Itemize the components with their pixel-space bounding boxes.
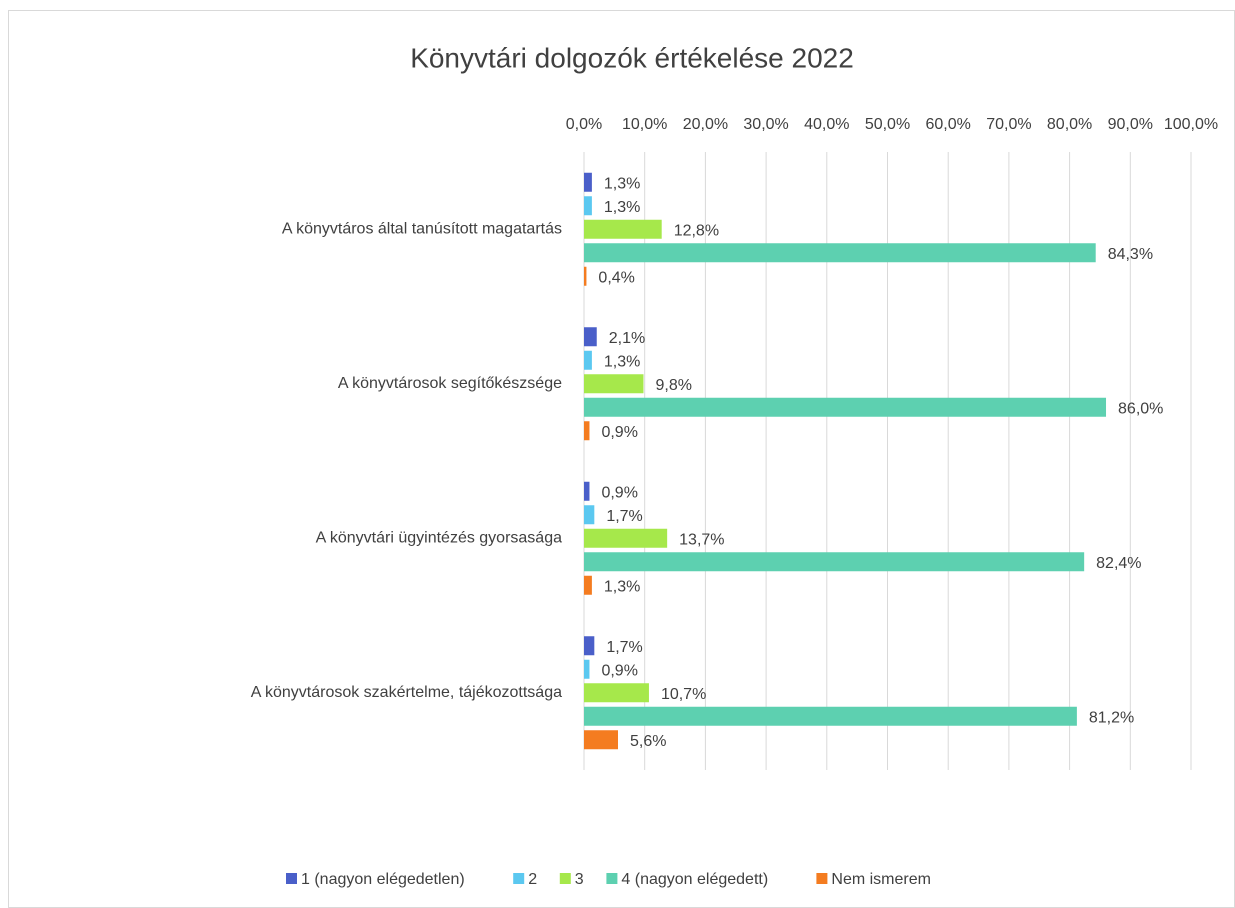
bar <box>584 481 590 501</box>
legend-swatch <box>816 873 828 884</box>
bar <box>584 528 668 548</box>
legend-label: Nem ismerem <box>831 871 931 888</box>
x-tick-label: 30,0% <box>743 116 788 133</box>
bar <box>584 196 592 216</box>
bar <box>584 683 649 703</box>
bar <box>584 706 1077 726</box>
bar <box>584 350 592 370</box>
bar <box>584 243 1096 263</box>
x-tick-label: 40,0% <box>804 116 849 133</box>
data-label: 0,9% <box>601 484 637 501</box>
legend-label: 4 (nagyon elégedett) <box>621 871 768 888</box>
legend-label: 1 (nagyon elégedetlen) <box>301 871 465 888</box>
x-tick-label: 10,0% <box>622 116 667 133</box>
category-label: A könyvtári ügyintézés gyorsasága <box>316 529 562 546</box>
data-label: 84,3% <box>1108 246 1153 263</box>
x-tick-label: 20,0% <box>683 116 728 133</box>
legend-swatch <box>606 873 618 884</box>
legend-swatch <box>286 873 297 884</box>
x-tick-label: 90,0% <box>1108 116 1153 133</box>
x-tick-label: 60,0% <box>926 116 971 133</box>
chart-frame <box>8 10 1235 908</box>
x-tick-label: 50,0% <box>865 116 910 133</box>
data-label: 1,3% <box>604 175 640 192</box>
data-label: 5,6% <box>630 733 666 750</box>
bar <box>584 421 590 441</box>
data-label: 10,7% <box>661 686 706 703</box>
legend-label: 2 <box>528 871 537 888</box>
bar <box>584 659 590 679</box>
x-tick-label: 100,0% <box>1164 116 1218 133</box>
x-tick-label: 0,0% <box>566 116 602 133</box>
data-label: 86,0% <box>1118 400 1163 417</box>
bar <box>584 397 1107 417</box>
data-label: 0,9% <box>601 424 637 441</box>
legend-swatch <box>513 873 525 884</box>
bar <box>584 505 595 525</box>
data-label: 13,7% <box>679 531 724 548</box>
x-tick-label: 80,0% <box>1047 116 1092 133</box>
data-label: 12,8% <box>674 222 719 239</box>
data-label: 1,3% <box>604 578 640 595</box>
legend-label: 3 <box>575 871 584 888</box>
data-label: 0,9% <box>601 662 637 679</box>
x-tick-label: 70,0% <box>986 116 1031 133</box>
bar <box>584 266 587 286</box>
data-label: 1,3% <box>604 353 640 370</box>
data-label: 1,7% <box>606 508 642 525</box>
bar <box>584 172 592 192</box>
data-label: 9,8% <box>655 377 691 394</box>
data-label: 2,1% <box>609 330 645 347</box>
bar <box>584 730 618 750</box>
data-label: 82,4% <box>1096 555 1141 572</box>
chart-title: Könyvtári dolgozók értékelése 2022 <box>410 42 854 73</box>
data-label: 1,7% <box>606 639 642 656</box>
data-label: 1,3% <box>604 199 640 216</box>
data-label: 0,4% <box>598 269 634 286</box>
bar <box>584 575 592 595</box>
bar <box>584 636 595 656</box>
bar <box>584 374 644 394</box>
bar <box>584 552 1085 572</box>
data-label: 81,2% <box>1089 709 1134 726</box>
category-label: A könyvtárosok szakértelme, tájékozottsá… <box>251 684 562 701</box>
category-label: A könyvtárosok segítőkészsége <box>338 375 562 392</box>
category-label: A könyvtáros által tanúsított magatartás <box>282 220 562 237</box>
legend-swatch <box>559 873 571 884</box>
bar <box>584 327 597 347</box>
bar <box>584 219 662 239</box>
